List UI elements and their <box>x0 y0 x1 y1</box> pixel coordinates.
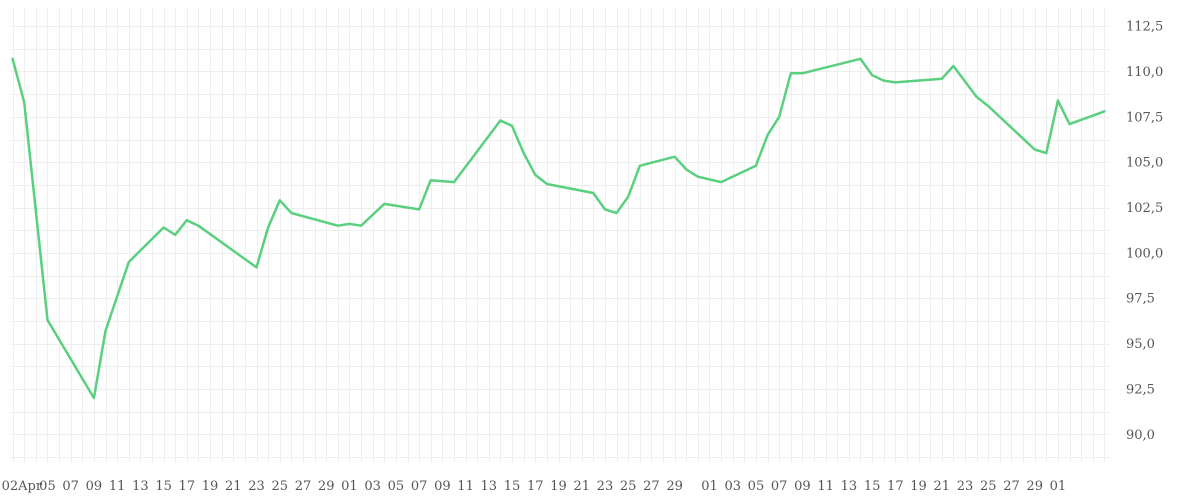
x-tick-label: 29 <box>1026 479 1043 494</box>
y-tick-label: 112,5 <box>1126 20 1163 35</box>
y-tick-label: 105,0 <box>1126 156 1163 171</box>
y-tick-label: 90,0 <box>1126 428 1155 443</box>
x-tick-label: 05 <box>388 479 405 494</box>
y-tick-label: 97,5 <box>1126 292 1155 307</box>
x-tick-label: 17 <box>527 479 544 494</box>
x-tick-label: 21 <box>225 479 242 494</box>
x-tick-label: 25 <box>271 479 288 494</box>
x-tick-label: 09 <box>794 479 811 494</box>
y-tick-label: 107,5 <box>1126 110 1163 125</box>
x-tick-label: 07 <box>411 479 428 494</box>
x-tick-label: 29 <box>666 479 683 494</box>
x-tick-label: 15 <box>864 479 881 494</box>
x-tick-label: 03 <box>724 479 741 494</box>
x-tick-label: 27 <box>643 479 660 494</box>
x-tick-label: 01 <box>701 479 718 494</box>
x-tick-label: 02Apr <box>2 479 43 494</box>
x-tick-label: 25 <box>980 479 997 494</box>
x-tick-label: 19 <box>550 479 567 494</box>
y-tick-label: 110,0 <box>1126 65 1163 80</box>
x-tick-label: 17 <box>179 479 196 494</box>
x-tick-label: 23 <box>597 479 614 494</box>
grid <box>10 8 1110 462</box>
x-tick-label: 25 <box>620 479 637 494</box>
x-tick-label: 07 <box>771 479 788 494</box>
y-tick-label: 95,0 <box>1126 337 1155 352</box>
x-tick-label: 11 <box>457 479 474 494</box>
x-tick-label: 13 <box>841 479 858 494</box>
x-tick-label: 29 <box>318 479 335 494</box>
y-tick-label: 92,5 <box>1126 382 1155 397</box>
x-tick-label: 09 <box>86 479 103 494</box>
x-tick-label: 19 <box>910 479 927 494</box>
x-tick-label: 13 <box>132 479 149 494</box>
x-tick-label: 17 <box>887 479 904 494</box>
x-tick-label: 15 <box>155 479 172 494</box>
price-series-line <box>11 57 1106 400</box>
x-tick-label: 11 <box>109 479 126 494</box>
x-tick-label: 03 <box>364 479 381 494</box>
x-tick-label: 21 <box>934 479 951 494</box>
x-tick-label: 23 <box>248 479 265 494</box>
x-tick-label: 27 <box>1003 479 1020 494</box>
y-tick-label: 100,0 <box>1126 246 1163 261</box>
x-tick-label: 05 <box>748 479 765 494</box>
y-axis-tick-labels: 90,0 92,5 95,0 97,5 100,0 102,5 105,0 107,5 110,… <box>1126 20 1163 443</box>
x-tick-label: 07 <box>62 479 79 494</box>
y-tick-label: 102,5 <box>1126 201 1163 216</box>
x-tick-label: 01 <box>1050 479 1067 494</box>
x-tick-label: 23 <box>957 479 974 494</box>
x-tick-label: 01 <box>341 479 358 494</box>
x-tick-label: 15 <box>504 479 521 494</box>
x-tick-label: 13 <box>481 479 498 494</box>
x-tick-label: 11 <box>817 479 834 494</box>
x-tick-label: 09 <box>434 479 451 494</box>
x-tick-label: 05 <box>39 479 56 494</box>
x-tick-label: 21 <box>573 479 590 494</box>
x-tick-label: 27 <box>295 479 312 494</box>
x-tick-label: 19 <box>202 479 219 494</box>
